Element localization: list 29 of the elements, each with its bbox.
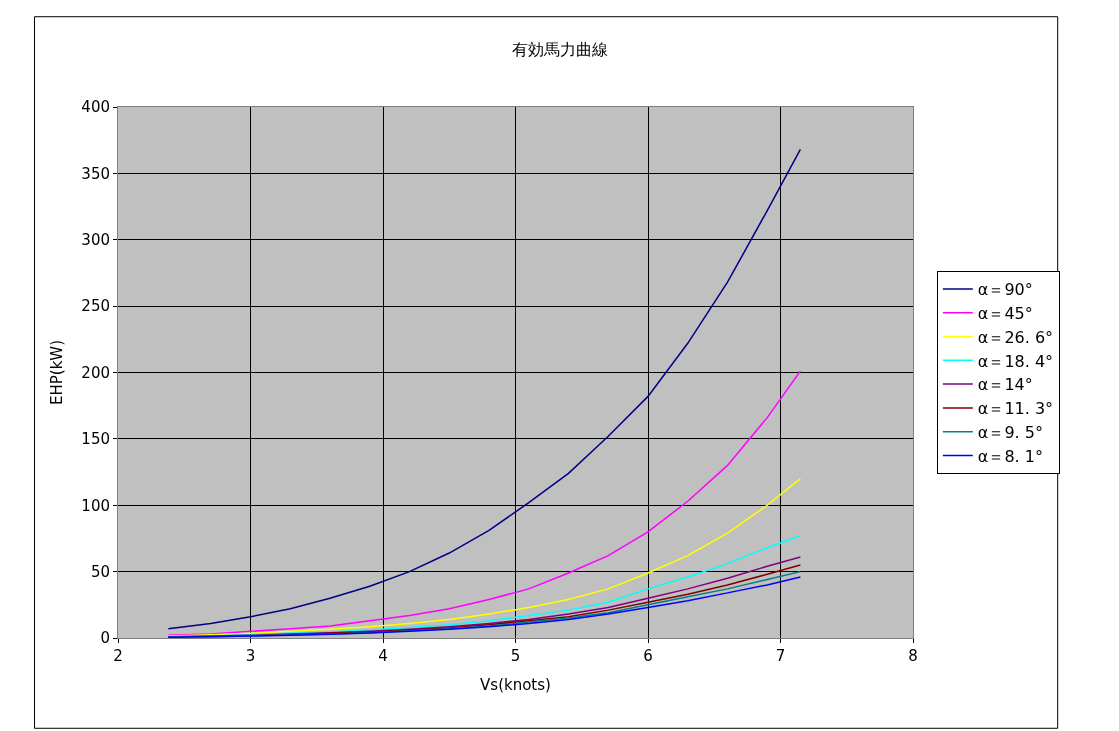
- x-axis-title: Vs(knots): [480, 676, 551, 694]
- y-tick-label: 50: [90, 562, 110, 581]
- y-tick-label: 250: [81, 297, 110, 316]
- legend-label: α＝18. 4°: [977, 351, 1054, 371]
- line-series: [167, 148, 802, 630]
- line-series: [167, 477, 802, 637]
- x-tick-label: 8: [908, 647, 918, 665]
- x-tick-label: 3: [245, 647, 256, 665]
- legend-label: α＝90°: [977, 280, 1033, 300]
- y-tick-label: 0: [100, 629, 110, 648]
- x-tick-label: 6: [643, 647, 653, 665]
- legend-label: α＝8. 1°: [977, 446, 1043, 466]
- x-tick-label: 4: [378, 647, 388, 665]
- y-tick-label: 350: [81, 164, 110, 183]
- y-tick-label: 200: [81, 363, 110, 382]
- legend-label: α＝11. 3°: [977, 399, 1054, 419]
- legend-label: α＝14°: [977, 375, 1033, 395]
- legend-label: α＝45°: [977, 303, 1033, 323]
- y-axis-title: EHP(kW): [47, 339, 66, 406]
- chart-title: 有効馬力曲線: [511, 40, 608, 60]
- y-tick-label: 300: [81, 231, 110, 249]
- legend-label: α＝26. 6°: [977, 327, 1054, 347]
- y-tick-label: 150: [81, 430, 110, 449]
- y-tick-label: 100: [81, 496, 110, 515]
- x-tick-label: 2: [113, 647, 123, 665]
- legend-label: α＝9. 5°: [977, 422, 1043, 442]
- x-tick-label: 5: [510, 647, 521, 665]
- x-tick-label: 7: [775, 647, 786, 665]
- y-tick-label: 400: [81, 98, 110, 117]
